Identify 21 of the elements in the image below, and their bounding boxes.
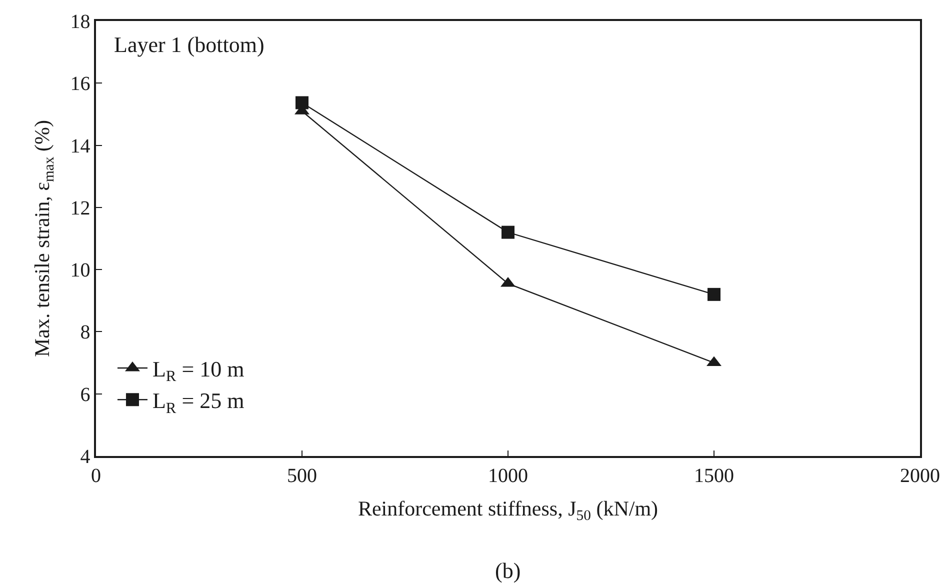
y-tick-label: 14 <box>70 135 90 158</box>
y-tick-label: 6 <box>80 384 90 406</box>
y-tick-label: 8 <box>80 322 90 344</box>
x-tick-label: 2000 <box>900 464 940 487</box>
annotation: Layer 1 (bottom) <box>114 32 264 57</box>
x-tick-label: 1500 <box>694 464 734 487</box>
legend-label: L$_{R}$ = 10 m <box>152 356 244 386</box>
y-tick-label: 4 <box>80 446 90 468</box>
text: (b) <box>495 558 521 583</box>
legend-label: L$_{R}$ = 25 m <box>152 388 244 417</box>
x-tick-label: 1000 <box>488 464 528 487</box>
y-tick-label: 16 <box>70 73 90 96</box>
point <box>502 226 514 239</box>
y-tick-label: 10 <box>70 260 90 282</box>
x-tick-label: 500 <box>287 464 317 487</box>
x-axis-title: Reinforcement stiffness, J$_{50}$ (kN/m) <box>358 496 658 524</box>
point <box>708 288 720 301</box>
y-tick-label: 18 <box>70 11 90 33</box>
x-tick-label: 0 <box>91 464 101 487</box>
y-tick-label: 12 <box>70 197 90 220</box>
point <box>296 96 308 110</box>
